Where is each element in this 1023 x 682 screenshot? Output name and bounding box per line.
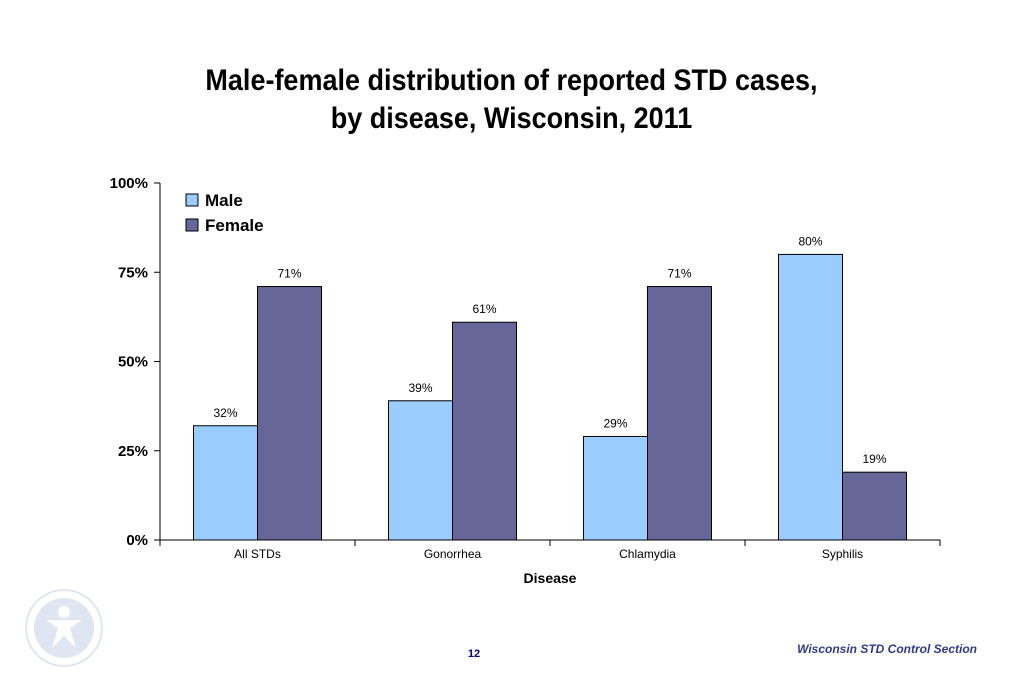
x-tick-label: Syphilis	[822, 547, 863, 561]
bar-female-all-stds	[257, 286, 322, 541]
bar-male-all-stds	[193, 425, 258, 541]
chart-title-line-2: by disease, Wisconsin, 2011	[330, 102, 693, 135]
data-label: 61%	[472, 302, 496, 316]
bar-male-gonorrhea	[388, 400, 453, 541]
legend-label-male: Male	[205, 191, 243, 210]
bar-female-syphilis	[842, 471, 907, 541]
x-axis-title: Disease	[524, 570, 577, 586]
bar-female-gonorrhea	[452, 321, 517, 541]
y-tick-label: 75%	[118, 264, 148, 281]
footer-credit: Wisconsin STD Control Section	[797, 642, 977, 656]
y-tick-label: 25%	[118, 443, 148, 460]
bar-male-syphilis	[778, 253, 843, 541]
plot-area: 0% 25% 50% 75% 100% All STDs 32% 71% Gonorrhea 39…	[110, 175, 941, 586]
data-label: 80%	[798, 234, 822, 248]
data-label: 39%	[408, 381, 432, 395]
data-label: 32%	[213, 406, 237, 420]
x-tick-label: Gonorrhea	[424, 547, 482, 561]
data-label: 29%	[603, 416, 627, 430]
y-tick-label: 0%	[126, 532, 148, 549]
bar-male-chlamydia	[583, 435, 648, 541]
department-logo	[25, 589, 103, 667]
page-number: 12	[467, 648, 481, 660]
x-tick-label: Chlamydia	[619, 547, 676, 561]
legend-label-female: Female	[205, 216, 264, 235]
data-label: 71%	[667, 267, 691, 281]
bar-female-chlamydia	[647, 286, 712, 541]
y-tick-label: 50%	[118, 354, 148, 371]
legend-swatch-male	[185, 193, 199, 207]
x-tick-label: All STDs	[234, 547, 281, 561]
data-label: 19%	[862, 452, 886, 466]
chart-title: Male-female distribution of reported STD…	[51, 62, 972, 138]
y-tick-label: 100%	[110, 175, 148, 192]
chart-title-line-1: Male-female distribution of reported STD…	[205, 64, 818, 97]
data-label: 71%	[277, 267, 301, 281]
legend-swatch-female	[185, 218, 199, 232]
